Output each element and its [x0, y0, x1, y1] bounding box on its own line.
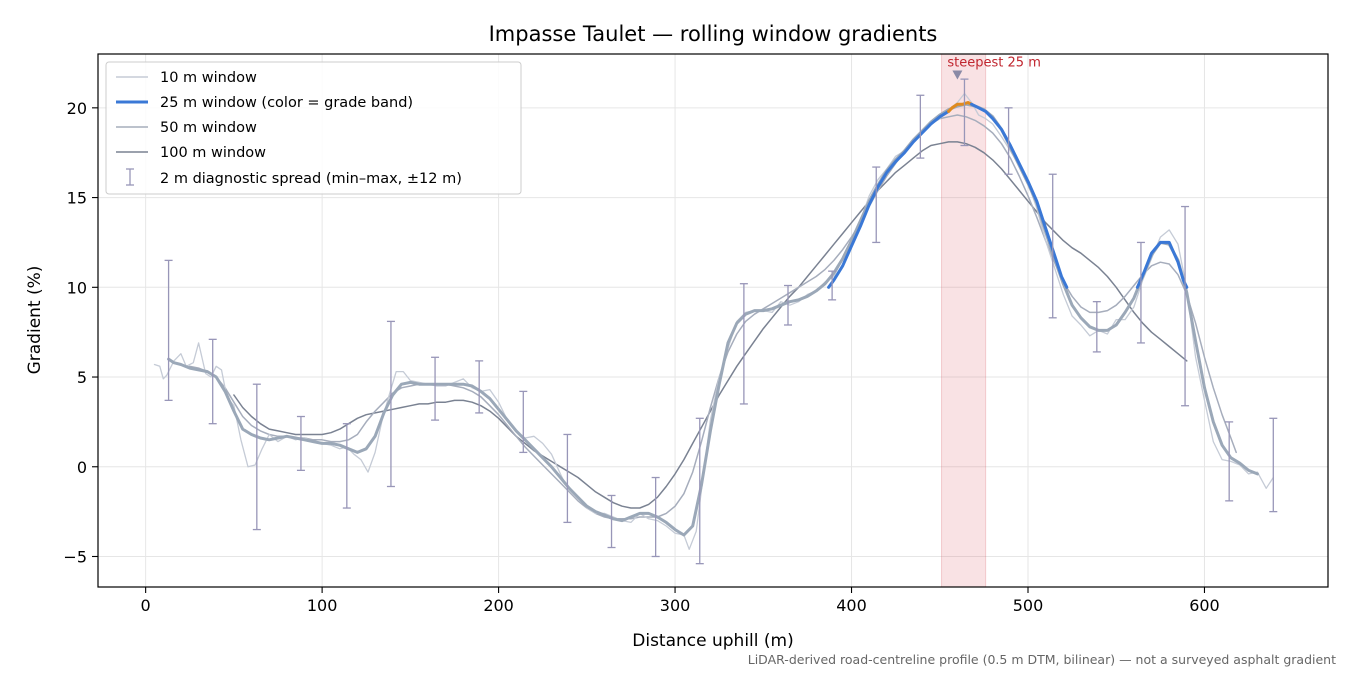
errorbar-15: [828, 270, 837, 301]
errorbar-8: [519, 390, 528, 454]
errorbar-4: [342, 423, 351, 509]
errorbar-6: [431, 356, 440, 421]
plot-frame: [97, 53, 1329, 588]
y-tick-label-1: 0: [77, 458, 87, 477]
errorbar-1: [208, 338, 217, 425]
x-tick-label-2: 200: [483, 596, 514, 615]
legend-label-diagnostic: 2 m diagnostic spread (min–max, ±12 m): [160, 171, 462, 187]
errorbar-17: [916, 94, 925, 159]
grade-band-segment-3: [1135, 240, 1189, 289]
x-tick-label-4: 400: [836, 596, 867, 615]
x-tick-label-3: 300: [660, 596, 691, 615]
steepest-marker: [952, 70, 963, 80]
errorbar-18: [960, 78, 969, 147]
y-axis-title: Gradient (%): [25, 266, 45, 375]
grade-band-segment-2: [970, 102, 1069, 289]
errorbar-19: [1004, 107, 1013, 175]
errorbar-23: [1181, 205, 1190, 407]
series-line-3: [233, 141, 1188, 509]
grade-band-segment-1: [947, 101, 973, 113]
y-tick-label-4: 15: [67, 189, 87, 208]
legend-label-10m: 10 m window: [160, 70, 257, 86]
legend-label-25m: 25 m window (color = grade band): [160, 95, 413, 111]
errorbar-14: [784, 284, 792, 326]
annotation-layer: steepest 25 m: [947, 56, 1041, 80]
errorbar-12: [695, 417, 704, 565]
series-layer: [153, 92, 1274, 550]
steepest-annotation: steepest 25 m: [947, 56, 1040, 71]
errorbar-7: [475, 360, 484, 414]
legend: 10 m window 25 m window (color = grade b…: [105, 61, 522, 195]
x-tick-label-0: 0: [141, 596, 151, 615]
errorbar-layer: [164, 78, 1278, 565]
legend-swatch-errorbar: [126, 168, 134, 186]
errorbar-0: [164, 259, 173, 402]
errorbar-3: [296, 415, 305, 472]
legend-label-100m: 100 m window: [160, 145, 266, 161]
chart-title: Impasse Taulet — rolling window gradient…: [489, 22, 938, 46]
errorbar-21: [1092, 301, 1101, 353]
errorbar-25: [1269, 417, 1278, 513]
highlight-band-layer: [941, 53, 987, 588]
y-tick-label-5: 20: [67, 99, 87, 118]
footnote: LiDAR-derived road-centreline profile (0…: [748, 652, 1336, 667]
errorbar-22: [1136, 241, 1145, 344]
legend-box: [105, 61, 522, 195]
x-tick-label-6: 600: [1189, 596, 1220, 615]
errorbar-16: [872, 166, 881, 244]
tick-layer: 0 100 200 300 400 500 600 −5 0 5 10 15 20: [63, 99, 1219, 615]
y-tick-label-2: 5: [77, 368, 87, 387]
steepest-band: [941, 53, 987, 588]
errorbar-11: [651, 476, 660, 558]
legend-label-50m: 50 m window: [160, 120, 257, 136]
y-tick-label-0: −5: [63, 547, 87, 566]
errorbar-24: [1225, 421, 1234, 502]
errorbar-10: [607, 494, 616, 549]
y-tick-label-3: 10: [67, 278, 87, 297]
errorbar-20: [1048, 173, 1057, 319]
grade-band-segment-0: [827, 109, 951, 289]
x-tick-label-1: 100: [307, 596, 338, 615]
errorbar-2: [252, 383, 261, 531]
x-axis-title: Distance uphill (m): [632, 631, 793, 651]
errorbar-9: [563, 433, 572, 524]
errorbar-5: [386, 320, 395, 488]
errorbar-13: [739, 283, 748, 405]
series-line-1: [167, 102, 1259, 537]
x-tick-label-5: 500: [1013, 596, 1044, 615]
